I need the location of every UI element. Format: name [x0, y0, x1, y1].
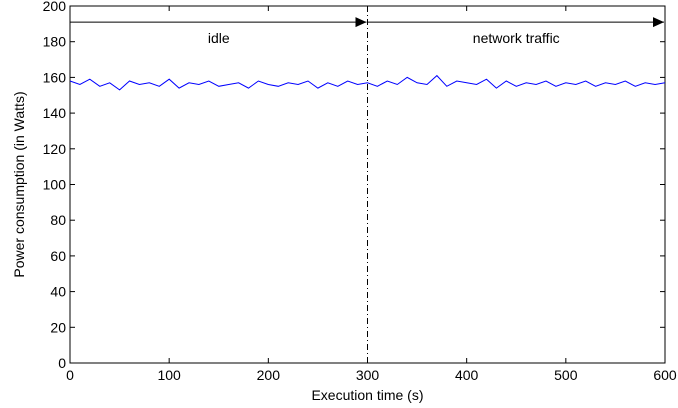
x-tick-label: 100 — [157, 367, 181, 383]
x-tick-label: 400 — [455, 367, 479, 383]
y-tick-label: 140 — [43, 105, 67, 121]
y-tick-label: 80 — [50, 212, 66, 228]
series-layer — [69, 74, 666, 91]
x-tick-label: 200 — [257, 367, 281, 383]
y-tick-label: 160 — [43, 69, 67, 85]
phase-arrowhead-0 — [355, 17, 367, 28]
y-tick-label: 60 — [50, 248, 66, 264]
phase-arrowhead-1 — [653, 17, 664, 28]
y-tick-label: 200 — [43, 0, 67, 14]
annotation-layer: idle network traffic — [70, 6, 664, 363]
y-axis-label: Power consumption (in Watts) — [11, 91, 27, 277]
y-tick-label: 0 — [58, 355, 66, 371]
x-tick-label: 0 — [66, 367, 74, 383]
phase-label-0: idle — [208, 30, 230, 46]
y-tick-label: 180 — [43, 34, 67, 50]
phase-label-1: network traffic — [473, 30, 560, 46]
y-tick-label: 120 — [43, 141, 67, 157]
x-axis-label: Execution time (s) — [311, 387, 423, 403]
y-tick-label: 40 — [50, 284, 66, 300]
tick-labels: 0 100 200 300 400 500 600 0 20 40 60 80 100 120 140 160… — [43, 0, 677, 383]
y-tick-label: 100 — [43, 177, 67, 193]
axis-ticks — [69, 5, 666, 364]
y-tick-label: 20 — [50, 319, 66, 335]
x-tick-label: 300 — [356, 367, 380, 383]
x-tick-label: 600 — [653, 367, 677, 383]
series-line-0 — [69, 74, 666, 91]
x-tick-label: 500 — [554, 367, 578, 383]
